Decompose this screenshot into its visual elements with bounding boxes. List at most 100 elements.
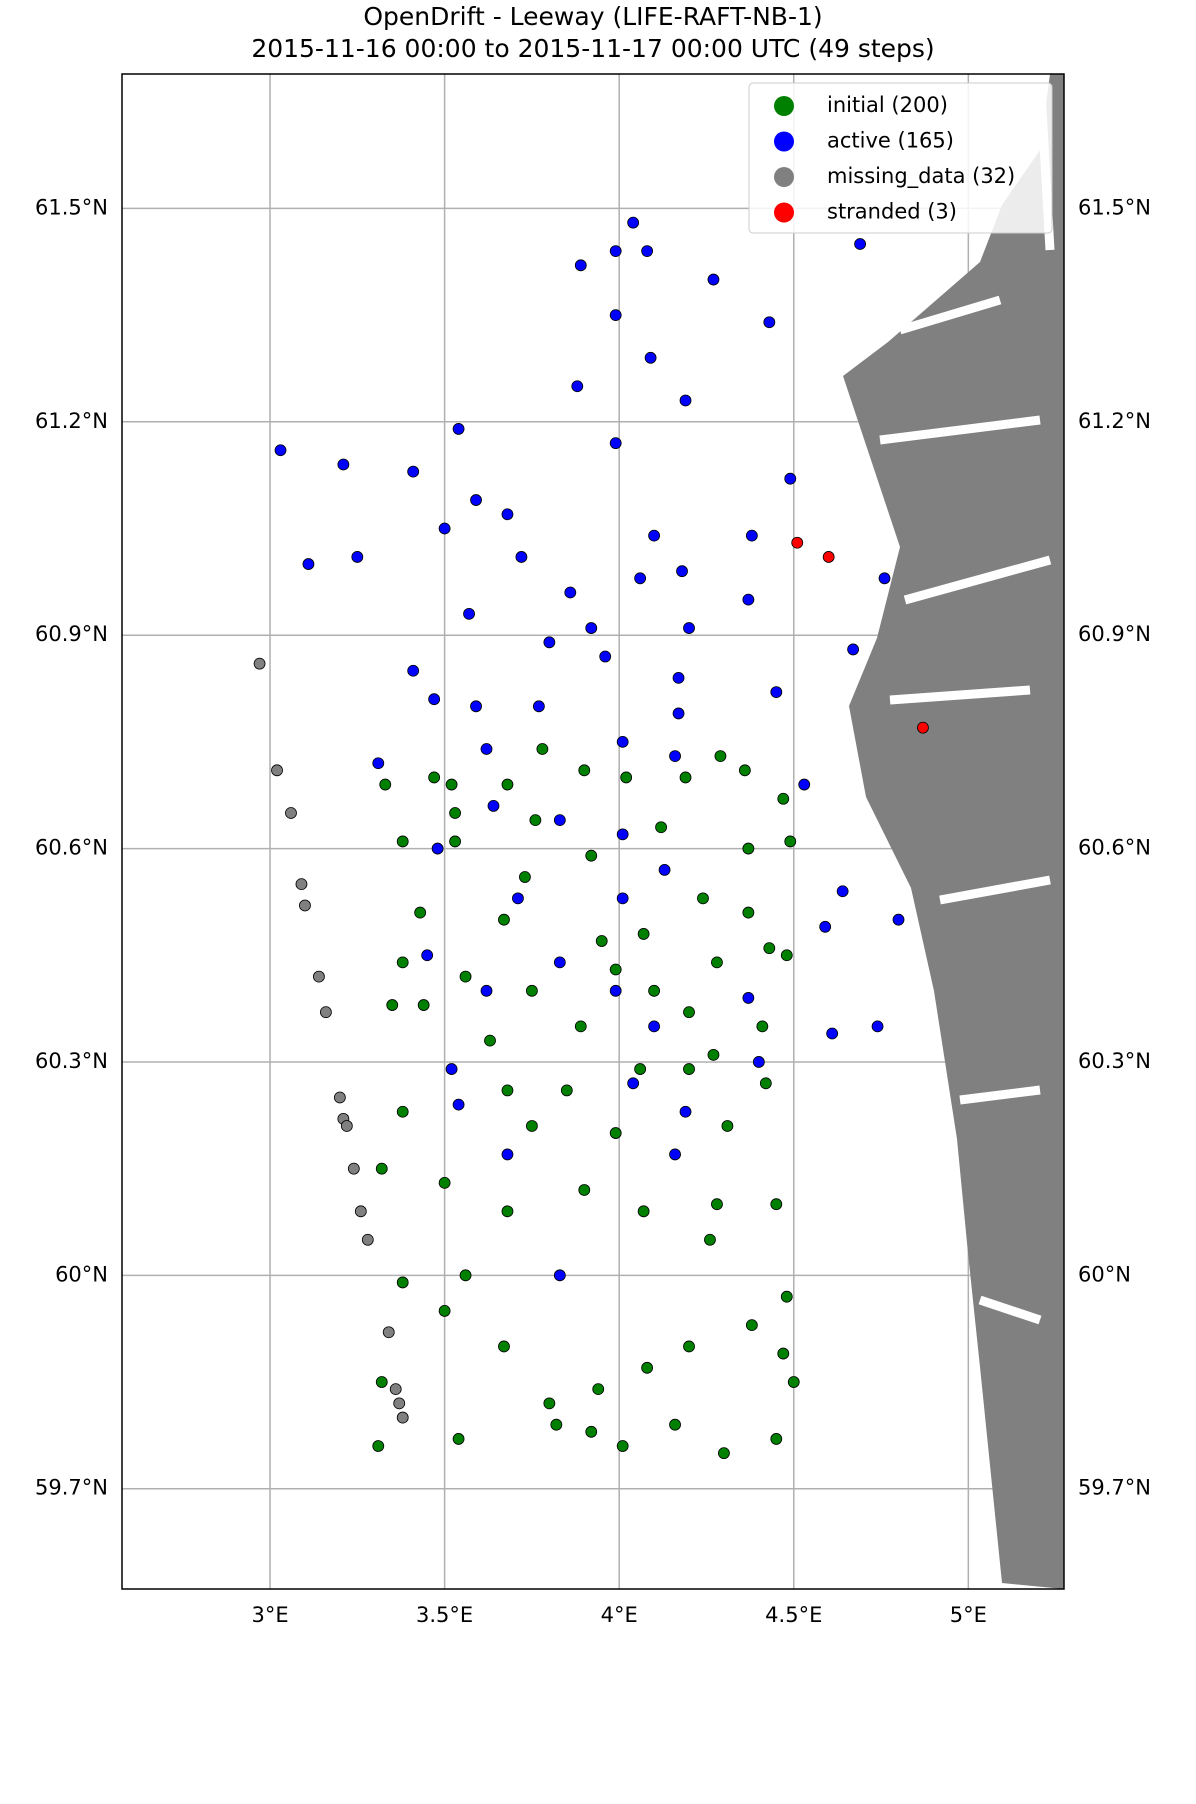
point: [620, 771, 633, 784]
point: [553, 814, 566, 827]
points: [253, 216, 929, 1460]
point: [470, 494, 482, 506]
point: [452, 1098, 465, 1111]
point: [463, 607, 475, 620]
point: [337, 458, 350, 471]
point: [396, 1276, 409, 1289]
point: [745, 529, 758, 542]
fjord: [879, 74, 1055, 1325]
chart-title: OpenDrift - Leeway (LIFE-RAFT-NB-1): [363, 2, 822, 31]
point: [819, 920, 832, 933]
point: [609, 245, 622, 258]
point: [745, 1319, 758, 1332]
point: [798, 778, 811, 791]
point: [550, 1418, 563, 1431]
point: [421, 949, 434, 962]
point: [386, 999, 399, 1011]
point: [704, 1233, 716, 1246]
point: [742, 906, 755, 919]
point: [333, 1091, 346, 1104]
point: [536, 743, 549, 755]
legend-label: initial (200): [827, 93, 948, 117]
point: [641, 245, 654, 258]
point: [595, 935, 608, 947]
point: [361, 1233, 374, 1246]
point: [578, 1184, 591, 1196]
point: [285, 807, 297, 819]
x-tick-label: 3°E: [251, 1603, 288, 1627]
point: [756, 1020, 769, 1033]
point: [428, 771, 441, 784]
point: [438, 1176, 451, 1189]
point: [438, 1304, 451, 1317]
point: [658, 864, 671, 876]
point: [532, 700, 545, 713]
point: [669, 1148, 681, 1161]
point: [784, 472, 797, 485]
point: [459, 1269, 472, 1282]
point: [396, 1105, 409, 1118]
point: [470, 700, 482, 713]
point: [637, 928, 650, 940]
y-tick-label-right: 61.5°N: [1078, 195, 1151, 219]
point: [543, 1397, 556, 1410]
legend-marker: [774, 131, 794, 152]
point: [498, 1340, 510, 1353]
point: [609, 984, 622, 997]
legend-marker: [774, 96, 794, 116]
point: [299, 899, 311, 912]
point: [609, 437, 622, 450]
x-tick-label: 4°E: [601, 1603, 638, 1627]
point: [449, 835, 461, 848]
legend-label: missing_data (32): [827, 164, 1015, 189]
point: [683, 622, 695, 634]
legend-marker: [774, 167, 794, 187]
point: [274, 444, 287, 457]
point: [711, 1198, 723, 1211]
point: [672, 707, 685, 720]
point: [669, 750, 681, 763]
point: [854, 238, 866, 250]
point: [759, 1077, 772, 1090]
point: [519, 871, 531, 883]
point: [648, 1020, 661, 1033]
y-tick-label: 61.2°N: [35, 409, 108, 433]
point: [431, 842, 444, 855]
point: [501, 1205, 514, 1218]
point: [574, 259, 587, 272]
point: [449, 807, 461, 819]
point: [871, 1020, 884, 1033]
point: [641, 1361, 654, 1374]
point: [578, 764, 591, 777]
point: [452, 1433, 465, 1445]
y-tick-label-right: 60.3°N: [1078, 1049, 1151, 1073]
point: [711, 956, 723, 969]
point: [428, 693, 441, 706]
point: [564, 586, 577, 599]
point: [501, 778, 514, 791]
point: [763, 316, 776, 329]
point: [742, 992, 755, 1004]
point: [770, 1433, 783, 1445]
point: [302, 558, 315, 570]
y-tick-label: 60.6°N: [35, 836, 108, 860]
point: [375, 1162, 388, 1175]
point: [379, 778, 392, 791]
point: [878, 572, 891, 585]
point: [585, 849, 598, 862]
legend-label: stranded (3): [827, 200, 957, 224]
point: [407, 664, 420, 677]
point: [480, 743, 493, 755]
y-tick-label-right: 61.2°N: [1078, 409, 1151, 433]
point: [599, 650, 612, 663]
point: [501, 1084, 514, 1097]
point: [525, 984, 538, 997]
point: [683, 1063, 695, 1075]
point: [770, 1198, 783, 1211]
point: [676, 565, 688, 578]
point: [571, 380, 584, 393]
point: [714, 750, 727, 763]
point: [616, 735, 629, 748]
point: [382, 1326, 395, 1339]
point: [525, 1120, 538, 1132]
